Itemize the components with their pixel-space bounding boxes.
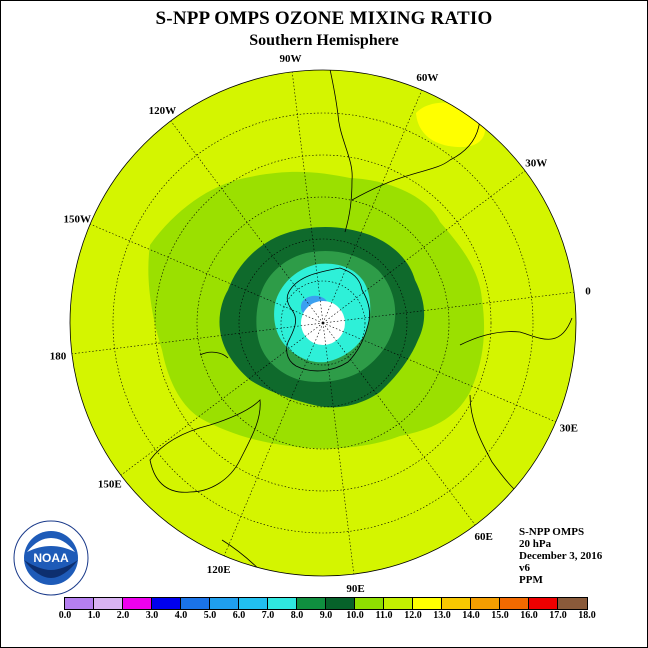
legend-tick-label: 3.0 [145, 610, 159, 621]
info-level: 20 hPa [519, 538, 552, 550]
legend-swatch [384, 598, 413, 609]
legend-tick-label: 10.0 [346, 610, 364, 621]
longitude-label: 90W [279, 53, 301, 65]
longitude-label: 60W [416, 72, 438, 84]
latitude-circles [112, 112, 534, 534]
map-title: S-NPP OMPS OZONE MIXING RATIO [155, 8, 493, 29]
legend-swatch [152, 598, 181, 609]
longitude-label: 0 [585, 285, 591, 297]
longitude-label: 120E [207, 564, 231, 576]
meridian-line [322, 322, 355, 575]
logo-text: NOAA [33, 551, 69, 565]
legend-swatch [442, 598, 471, 609]
legend-tick-label: 8.0 [290, 610, 304, 621]
meridian-line [322, 170, 526, 324]
meridian-line [291, 71, 324, 324]
meridian-line [223, 322, 324, 557]
info-date: December 3, 2016 [519, 550, 603, 562]
legend-tick-label: 15.0 [491, 610, 509, 621]
map-boundary [69, 69, 577, 577]
legend-swatch [94, 598, 123, 609]
legend-swatch [355, 598, 384, 609]
legend-swatch [558, 598, 587, 609]
legend-tick-label: 13.0 [433, 610, 451, 621]
legend-tick-label: 18.0 [578, 610, 596, 621]
legend-tick-label: 16.0 [520, 610, 538, 621]
meridian-line [322, 322, 476, 526]
map-subtitle: Southern Hemisphere [249, 32, 399, 49]
longitude-label: 180 [50, 351, 67, 363]
legend-tick-label: 9.0 [319, 610, 333, 621]
legend-tick-label: 5.0 [203, 610, 217, 621]
longitude-label: 150E [98, 479, 122, 491]
longitude-label: 30W [525, 157, 547, 169]
legend-swatch [529, 598, 558, 609]
longitude-label: 150W [63, 214, 91, 226]
longitude-labels: 90W 60W 30W 0 30E 60E 90E 120E 150E 180 150W 120W [50, 53, 592, 595]
info-version: v6 [519, 562, 530, 574]
legend-swatch [123, 598, 152, 609]
longitude-label: 120W [149, 105, 177, 117]
noaa-logo: NOAA [13, 520, 89, 596]
legend-tick-label: 17.0 [549, 610, 567, 621]
legend-tick-label: 6.0 [232, 610, 246, 621]
legend-swatch [297, 598, 326, 609]
legend-swatch [268, 598, 297, 609]
legend-tick-label: 12.0 [404, 610, 422, 621]
legend-tick-label: 1.0 [87, 610, 101, 621]
longitude-label: 30E [560, 422, 578, 434]
meridian-line [170, 120, 324, 324]
legend-tick-label: 0.0 [58, 610, 72, 621]
info-block: S-NPP OMPS 20 hPa December 3, 2016 v6 PP… [519, 526, 602, 586]
meridian-line [89, 223, 324, 324]
color-legend [64, 597, 588, 610]
legend-tick-label: 14.0 [462, 610, 480, 621]
legend-tick-label: 7.0 [261, 610, 275, 621]
legend-swatch [500, 598, 529, 609]
legend-swatch [65, 598, 94, 609]
legend-tick-label: 4.0 [174, 610, 188, 621]
legend-swatch [181, 598, 210, 609]
longitude-label: 90E [346, 583, 364, 595]
legend-tick-label: 2.0 [116, 610, 130, 621]
legend-swatch [413, 598, 442, 609]
info-units: PPM [519, 574, 543, 586]
meridian-line [322, 322, 557, 423]
legend-tick-label: 11.0 [375, 610, 393, 621]
meridian-lines [71, 71, 575, 575]
info-instrument: S-NPP OMPS [519, 526, 585, 538]
legend-swatch [471, 598, 500, 609]
meridian-line [322, 89, 423, 324]
color-legend-ticks: 0.0 1.0 2.0 3.0 4.0 5.0 6.0 7.0 8.0 9.0 10.0 11.0 12… [0, 610, 648, 624]
meridian-line [322, 291, 575, 324]
legend-swatch [326, 598, 355, 609]
legend-swatch [210, 598, 239, 609]
meridian-line [120, 322, 324, 476]
legend-swatch [239, 598, 268, 609]
meridian-line [71, 322, 324, 355]
longitude-label: 60E [475, 531, 493, 543]
